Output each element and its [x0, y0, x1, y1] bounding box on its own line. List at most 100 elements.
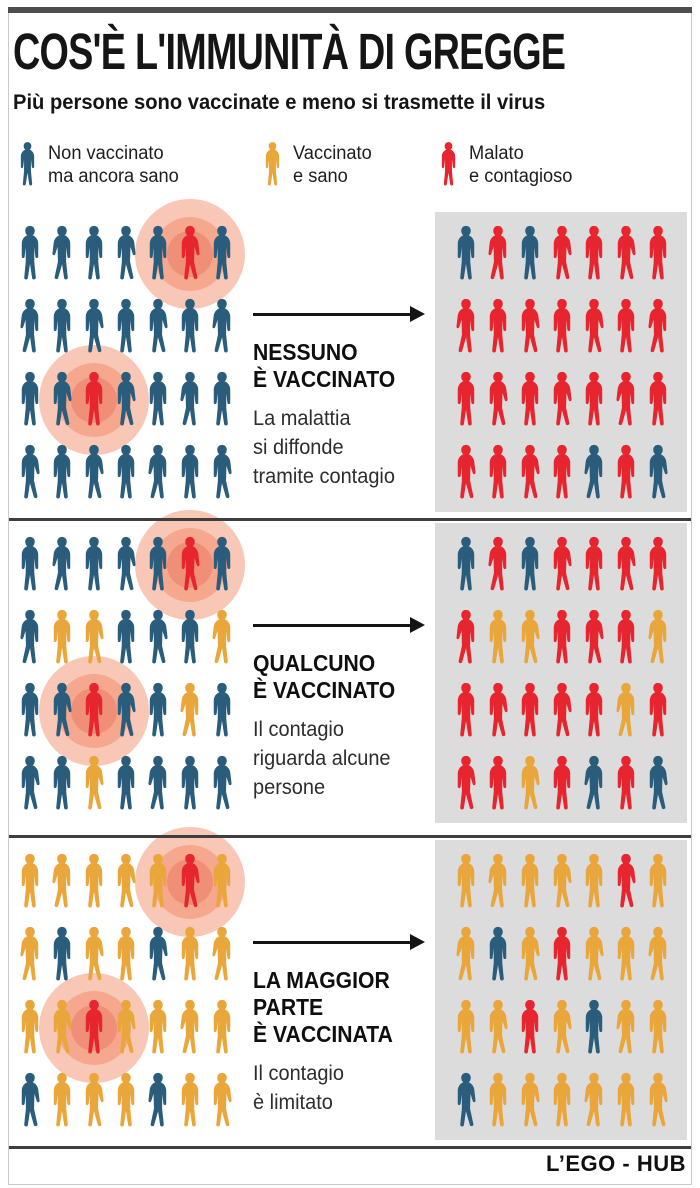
- person-figure: [521, 1072, 540, 1127]
- legend-item-unvaccinated: Non vaccinato ma ancora sano: [17, 136, 184, 192]
- scenario-text: QUALCUNO È VACCINATO Il contagio riguard…: [253, 521, 437, 802]
- person-figure: [85, 926, 104, 981]
- person-figure: [488, 853, 507, 908]
- grid-cell: [450, 292, 482, 365]
- person-figure: [649, 1072, 668, 1127]
- person-figure: [85, 682, 103, 737]
- grid-cell: [46, 1066, 78, 1139]
- grid-cell: [578, 603, 610, 676]
- grid-cell: [546, 847, 578, 920]
- population-grid-after: [450, 530, 674, 822]
- grid-cell: [206, 847, 238, 920]
- person-figure: [21, 536, 39, 591]
- person-figure: [521, 225, 539, 280]
- person-figure: [85, 609, 104, 664]
- grid-cell: [14, 847, 46, 920]
- grid-cell: [14, 292, 46, 365]
- grid-cell: [482, 749, 514, 822]
- grid-cell: [546, 676, 578, 749]
- grid-cell: [110, 749, 142, 822]
- person-figure: [585, 371, 603, 426]
- legend-item-vaccinated: Vaccinato e sano: [262, 136, 375, 192]
- grid-cell: [174, 603, 206, 676]
- person-icon: [441, 142, 456, 186]
- person-figure: [117, 1072, 135, 1127]
- person-figure: [553, 225, 572, 280]
- person-figure: [181, 536, 200, 591]
- person-icon: [262, 136, 283, 192]
- grid-cell: [46, 219, 78, 292]
- population-grid-before: [14, 219, 238, 511]
- person-figure: [21, 755, 40, 810]
- grid-cell: [514, 1066, 546, 1139]
- person-figure: [181, 298, 199, 353]
- person-figure: [52, 225, 71, 280]
- person-figure: [457, 755, 476, 810]
- person-figure: [489, 1072, 507, 1127]
- person-figure: [181, 225, 200, 280]
- person-figure: [85, 1072, 104, 1127]
- scenario-text: LA MAGGIOR PARTE È VACCINATA Il contagio…: [253, 838, 437, 1117]
- grid-cell: [174, 292, 206, 365]
- person-figure: [521, 755, 540, 810]
- person-figure: [149, 298, 168, 353]
- grid-cell: [514, 219, 546, 292]
- person-figure: [553, 371, 572, 426]
- person-figure: [456, 298, 475, 353]
- grid-cell: [546, 603, 578, 676]
- person-figure: [553, 298, 571, 353]
- person-figure: [521, 609, 540, 664]
- person-figure: [649, 371, 667, 426]
- grid-cell: [514, 365, 546, 438]
- grid-cell: [46, 993, 78, 1066]
- grid-cell: [546, 749, 578, 822]
- grid-cell: [46, 365, 78, 438]
- person-figure: [585, 853, 603, 908]
- section-divider: [9, 835, 691, 838]
- grid-cell: [110, 438, 142, 511]
- grid-cell: [450, 847, 482, 920]
- grid-cell: [578, 676, 610, 749]
- person-figure: [85, 755, 104, 810]
- grid-cell: [482, 292, 514, 365]
- grid-cell: [206, 1066, 238, 1139]
- person-figure: [457, 682, 475, 737]
- person-figure: [149, 926, 168, 981]
- grid-cell: [642, 1066, 674, 1139]
- grid-cell: [142, 530, 174, 603]
- grid-cell: [174, 847, 206, 920]
- person-figure: [21, 225, 39, 280]
- grid-cell: [14, 676, 46, 749]
- grid-cell: [482, 603, 514, 676]
- grid-cell: [610, 219, 642, 292]
- grid-cell: [14, 1066, 46, 1139]
- scenario-section-3: LA MAGGIOR PARTE È VACCINATA Il contagio…: [0, 827, 700, 1146]
- person-figure: [584, 444, 603, 499]
- grid-cell: [174, 438, 206, 511]
- grid-cell: [482, 1066, 514, 1139]
- person-icon: [265, 142, 280, 186]
- person-figure: [21, 444, 40, 499]
- grid-cell: [482, 438, 514, 511]
- arrow-right-icon: [253, 617, 429, 633]
- person-figure: [148, 444, 167, 499]
- person-figure: [553, 853, 572, 908]
- footer-divider: [9, 1146, 691, 1149]
- person-figure: [553, 536, 572, 591]
- person-figure: [489, 371, 508, 426]
- population-grid-after: [450, 847, 674, 1139]
- grid-cell: [142, 993, 174, 1066]
- grid-cell: [514, 603, 546, 676]
- person-figure: [20, 926, 39, 981]
- person-figure: [53, 999, 72, 1054]
- person-figure: [457, 225, 475, 280]
- grid-cell: [206, 219, 238, 292]
- person-figure: [117, 682, 136, 737]
- person-figure: [617, 1072, 635, 1127]
- grid-cell: [46, 603, 78, 676]
- grid-cell: [110, 920, 142, 993]
- grid-cell: [206, 530, 238, 603]
- person-figure: [53, 298, 71, 353]
- person-figure: [20, 609, 39, 664]
- person-figure: [21, 853, 39, 908]
